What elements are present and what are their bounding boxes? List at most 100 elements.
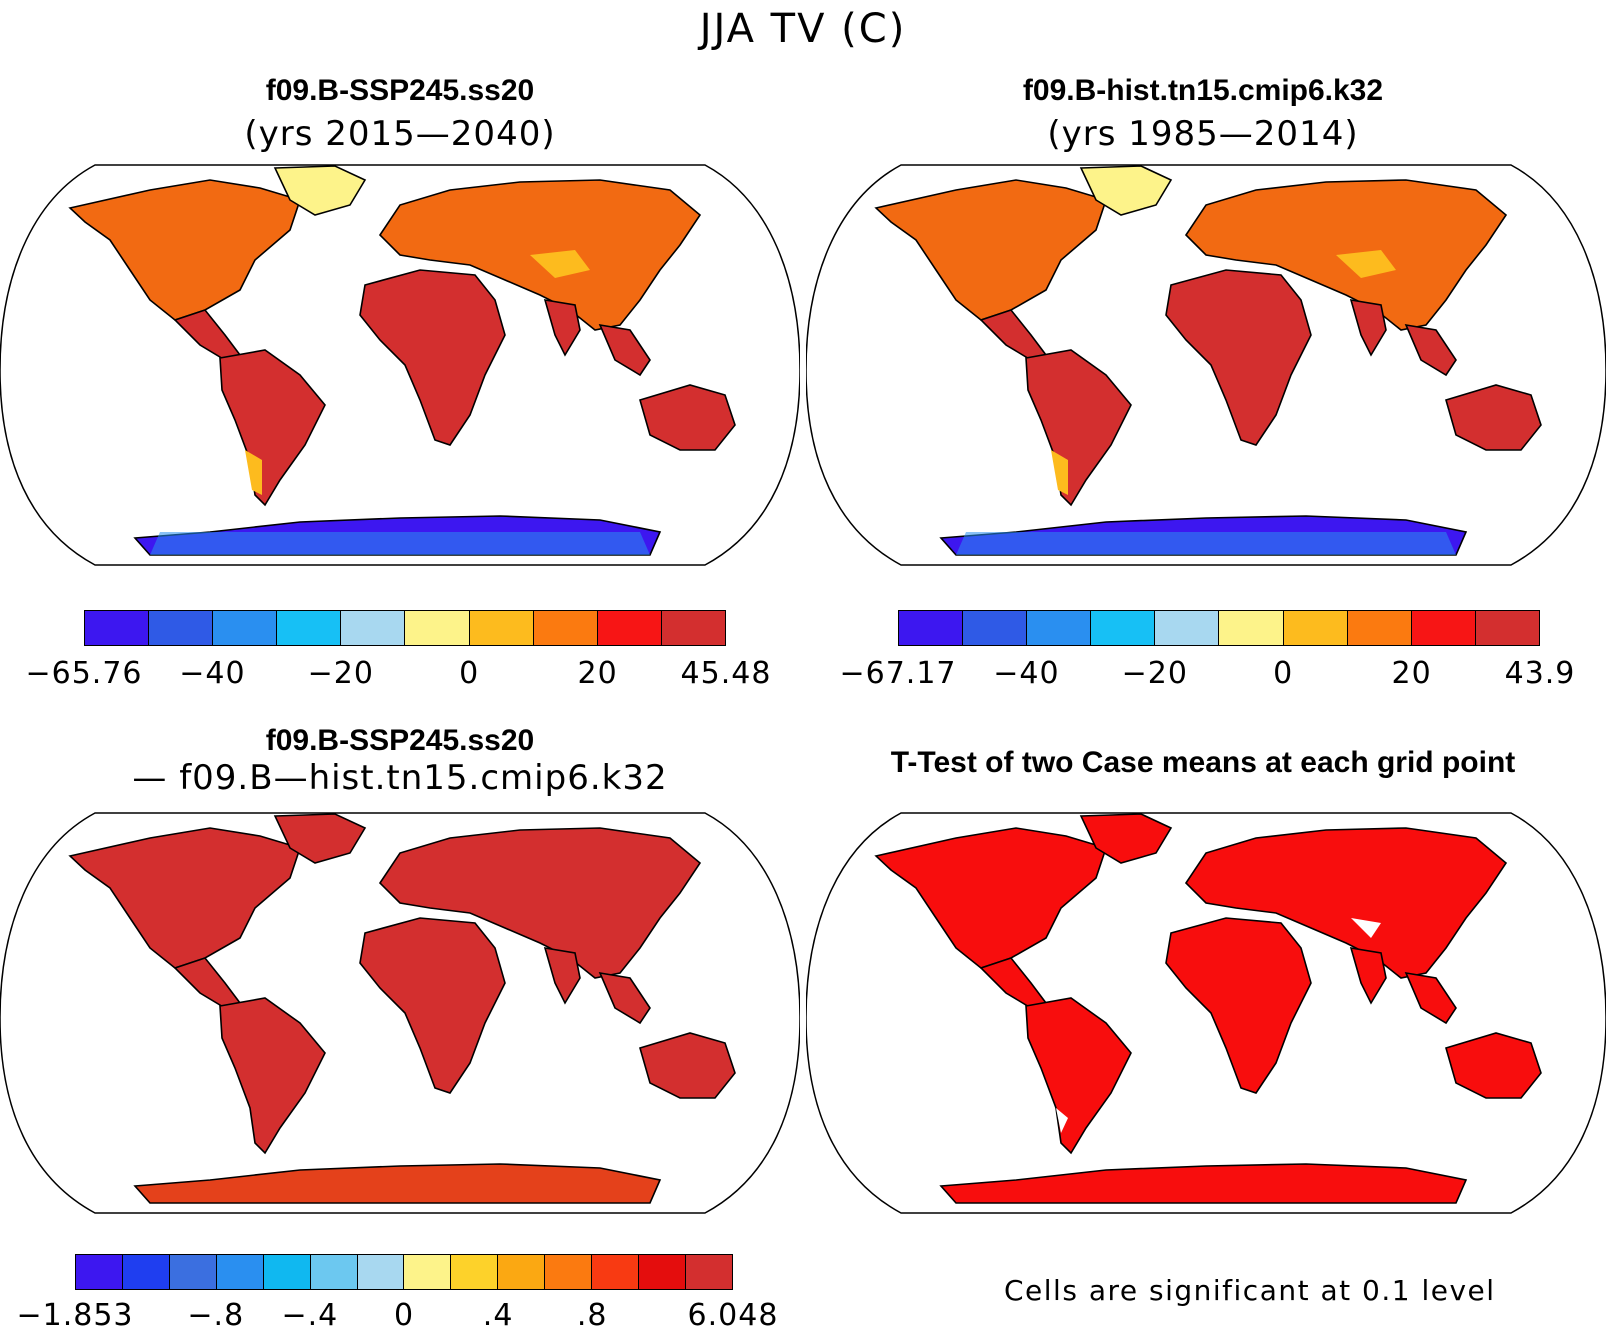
colorbar-swatch: [404, 1255, 452, 1289]
colorbar-swatch: [685, 1255, 732, 1289]
landmass-india: [1349, 947, 1387, 1005]
panel2-title: f09.B-hist.tn15.cmip6.k32: [1022, 74, 1384, 107]
colorbar-tick-label: .4: [482, 1298, 514, 1333]
landmass-eurasia: [378, 827, 702, 979]
colorbar-tick-label: 20: [577, 656, 618, 691]
landmass-north-america: [68, 827, 302, 969]
panel1-map: [0, 164, 800, 566]
landmass-north-america: [874, 179, 1108, 321]
colorbar-tick-label: .8: [576, 1298, 608, 1333]
landmass-andes: [245, 450, 262, 495]
colorbar-swatch: [533, 611, 598, 645]
colorbar-swatch: [597, 611, 662, 645]
colorbar-swatch: [341, 611, 406, 645]
landmass-africa: [1165, 917, 1312, 1094]
colorbar-swatch: [1027, 611, 1092, 645]
colorbar-swatch: [76, 1255, 123, 1289]
landmass-greenland: [1079, 813, 1173, 864]
colorbar-swatch: [1411, 611, 1476, 645]
colorbar-swatch: [122, 1255, 170, 1289]
colorbar-tick-label: −65.76: [25, 656, 143, 691]
landmass-plateau: [1336, 250, 1396, 278]
antarctic-coast-band: [956, 532, 1456, 555]
colorbar-tick-label: 6.048: [687, 1298, 779, 1333]
colorbar-swatch: [85, 611, 150, 645]
colorbar-swatch: [213, 611, 278, 645]
landmass-north-america: [68, 179, 302, 321]
figure-title: JJA TV (C): [699, 6, 907, 52]
colorbar-tick-label: 45.48: [680, 656, 772, 691]
colorbar-swatch: [545, 1255, 593, 1289]
colorbar-tick-label: −20: [1121, 656, 1188, 691]
panel4-map: [806, 812, 1606, 1214]
landmass-south-america: [219, 997, 326, 1155]
landmass-australia: [639, 384, 736, 451]
landmass-andes: [1051, 450, 1068, 495]
colorbar-swatch: [357, 1255, 405, 1289]
landmass-southeast-asia: [598, 971, 651, 1025]
colorbar-tick-label: −20: [307, 656, 374, 691]
landmass-australia: [639, 1032, 736, 1099]
landmass-greenland: [273, 165, 367, 216]
colorbar-swatch: [277, 611, 342, 645]
colorbar-swatch: [216, 1255, 264, 1289]
landmass-india: [543, 947, 581, 1005]
colorbar-swatch: [963, 611, 1028, 645]
landmass-eurasia: [1184, 827, 1508, 979]
significance-note: Cells are significant at 0.1 level: [1004, 1274, 1496, 1307]
colorbar-swatch: [1475, 611, 1539, 645]
panel3-map: [0, 812, 800, 1214]
panel3-subtitle: — f09.B—hist.tn15.cmip6.k32: [132, 758, 668, 798]
colorbar-swatch: [592, 1255, 640, 1289]
colorbar-tick-label: −.8: [187, 1298, 245, 1333]
colorbar-tick-label: −67.17: [839, 656, 957, 691]
landmass-antarctica: [133, 1163, 662, 1204]
colorbar-swatch: [310, 1255, 358, 1289]
panel3-colorbar: [75, 1254, 733, 1290]
panel2-map: [806, 164, 1606, 566]
colorbar-tick-label: 0: [1273, 656, 1294, 691]
colorbar-tick-label: 20: [1391, 656, 1432, 691]
colorbar-swatch: [1155, 611, 1220, 645]
colorbar-swatch: [263, 1255, 311, 1289]
landmass-plateau: [530, 250, 590, 278]
panel4-title: T-Test of two Case means at each grid po…: [890, 746, 1516, 779]
colorbar-swatch: [469, 611, 534, 645]
panel1-title: f09.B-SSP245.ss20: [265, 74, 535, 107]
colorbar-swatch: [405, 611, 470, 645]
landmass-south-america: [1025, 349, 1132, 507]
antarctic-coast-band: [150, 532, 650, 555]
landmass-africa: [1165, 269, 1312, 446]
landmass-india: [1349, 299, 1387, 357]
colorbar-swatch: [1283, 611, 1348, 645]
landmass-south-america: [1025, 997, 1132, 1155]
colorbar-swatch: [1091, 611, 1156, 645]
colorbar-swatch: [1347, 611, 1412, 645]
landmass-africa: [359, 269, 506, 446]
colorbar-swatch: [1219, 611, 1284, 645]
landmass-southeast-asia: [1404, 971, 1457, 1025]
panel3-title: f09.B-SSP245.ss20: [265, 724, 535, 757]
landmass-south-america: [219, 349, 326, 507]
colorbar-tick-label: −1.853: [16, 1298, 134, 1333]
colorbar-tick-label: 0: [393, 1298, 415, 1333]
colorbar-swatch: [451, 1255, 499, 1289]
colorbar-tick-label: 43.9: [1504, 656, 1576, 691]
landmass-north-america: [874, 827, 1108, 969]
colorbar-tick-label: −40: [179, 656, 246, 691]
colorbar-tick-label: −40: [993, 656, 1060, 691]
colorbar-tick-label: −.4: [281, 1298, 339, 1333]
colorbar-swatch: [498, 1255, 546, 1289]
colorbar-swatch: [149, 611, 214, 645]
panel1-subtitle: (yrs 2015—2040): [244, 114, 556, 154]
panel2-subtitle: (yrs 1985—2014): [1047, 114, 1359, 154]
landmass-australia: [1445, 1032, 1542, 1099]
colorbar-swatch: [899, 611, 964, 645]
panel1-colorbar: [84, 610, 726, 646]
landmass-india: [543, 299, 581, 357]
landmass-southeast-asia: [598, 323, 651, 377]
panel2-colorbar: [898, 610, 1540, 646]
insignificant-area: [1056, 1108, 1068, 1133]
landmass-greenland: [1079, 165, 1173, 216]
insignificant-area: [1351, 918, 1381, 938]
